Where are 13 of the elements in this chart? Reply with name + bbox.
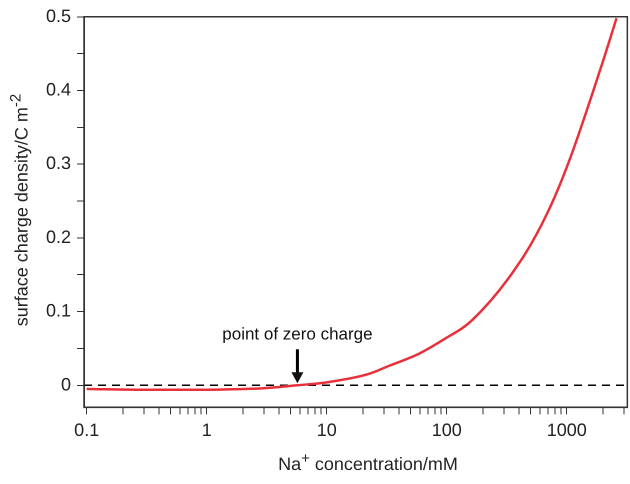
x-tick-label: 1 <box>202 420 212 440</box>
x-tick-label: 1000 <box>546 420 587 440</box>
x-axis-title: Na$^{+}$ concentration/mM <box>277 450 459 475</box>
y-tick-label: 0.4 <box>46 79 72 100</box>
x-tick-label: 10 <box>316 420 337 440</box>
x-tick-label: 100 <box>432 420 462 440</box>
y-tick-label: 0.1 <box>46 300 72 321</box>
y-tick-label: 0.3 <box>46 153 72 174</box>
x-tick-label: 0.1 <box>74 420 100 440</box>
y-tick-label: 0 <box>61 374 72 394</box>
y-tick-label: 0.5 <box>46 6 72 26</box>
y-tick-label: 0.2 <box>46 226 72 247</box>
annotation: point of zero charge <box>222 324 373 344</box>
